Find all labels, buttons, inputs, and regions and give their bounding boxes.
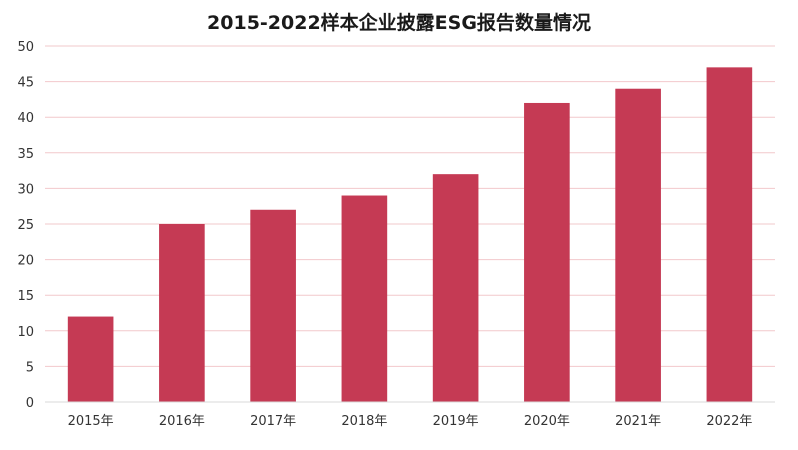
x-axis-ticks: 2015年 2016年 2017年 2018年 2019年 2020年 2021年 2022年 [68,414,753,429]
y-tick-label: 30 [17,182,34,197]
bar-2018年 [341,195,388,402]
grid-lines [45,45,775,367]
x-tick-label: 2018年 [341,414,387,429]
y-tick-label: 45 [17,76,34,91]
x-tick-label: 2017年 [250,414,296,429]
y-tick-label: 25 [17,218,34,233]
y-tick-label: 5 [26,360,34,375]
bar-2016年 [159,224,205,402]
y-tick-label: 35 [17,147,34,162]
y-tick-label: 50 [17,40,34,55]
x-tick-label: 2015年 [68,414,114,429]
bar-2021年 [615,88,661,402]
y-tick-label: 10 [17,325,34,340]
y-tick-label: 20 [17,254,34,269]
chart-title: 2015-2022样本企业披露ESG报告数量情况 [207,12,591,34]
x-tick-label: 2019年 [433,414,479,429]
bar-2019年 [432,174,479,402]
y-tick-label: 40 [17,111,34,126]
bars [67,67,753,403]
bar-2020年 [524,102,570,403]
y-tick-label: 0 [26,396,34,411]
y-tick-label: 15 [17,289,34,304]
bar-2017年 [250,209,296,402]
bar-2015年 [67,316,114,402]
y-axis-ticks: 0 5 10 15 20 25 30 35 40 45 50 [17,40,34,411]
x-tick-label: 2020年 [524,414,570,429]
bar-2022年 [706,67,753,403]
x-tick-label: 2022年 [706,414,752,429]
x-tick-label: 2021年 [615,414,661,429]
x-tick-label: 2016年 [159,414,205,429]
